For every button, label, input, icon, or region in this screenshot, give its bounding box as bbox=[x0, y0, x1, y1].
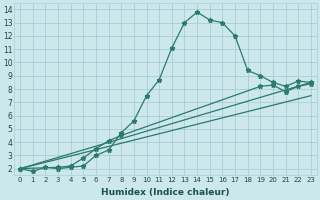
X-axis label: Humidex (Indice chaleur): Humidex (Indice chaleur) bbox=[101, 188, 230, 197]
